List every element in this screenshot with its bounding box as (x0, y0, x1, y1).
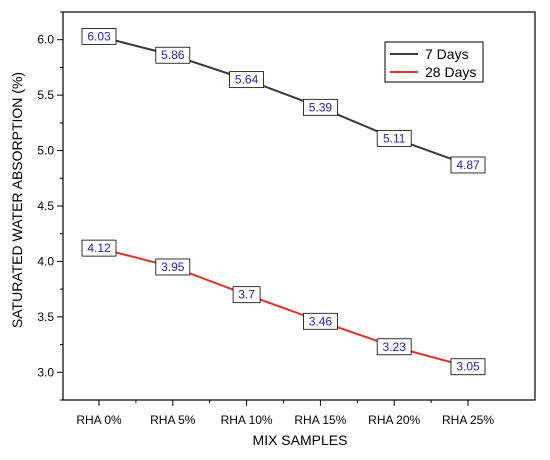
data-label-box (376, 338, 412, 356)
data-label-value: 5.39 (309, 100, 333, 114)
data-label: 3.05 (450, 358, 486, 376)
y-tick-label: 3.0 (37, 365, 54, 379)
data-label-box (232, 286, 261, 304)
data-label: 5.39 (302, 98, 338, 116)
data-label-value: 4.12 (87, 241, 111, 255)
legend: 7 Days 28 Days (384, 41, 484, 83)
data-label-value: 3.05 (456, 360, 480, 374)
y-tick-label: 5.0 (37, 144, 54, 158)
y-tick-label: 5.5 (37, 88, 54, 102)
y-tick-label: 4.0 (37, 254, 54, 268)
data-label: 4.87 (450, 156, 486, 174)
x-tick-label: RHA 25% (442, 413, 494, 427)
data-label-value: 3.95 (161, 260, 185, 274)
data-label-box (376, 129, 412, 147)
x-tick-label: RHA 15% (294, 413, 346, 427)
x-tick-label: RHA 20% (368, 413, 420, 427)
legend-box (384, 41, 484, 83)
data-label: 3.7 (232, 286, 261, 304)
data-label-box (450, 156, 486, 174)
data-label: 3.95 (155, 258, 191, 276)
data-label-box (229, 71, 265, 89)
data-label-value: 3.7 (238, 288, 255, 302)
data-label: 3.23 (376, 338, 412, 356)
y-axis-title: SATURATED WATER ABSORPTION (%) (9, 72, 25, 328)
data-label-value: 5.11 (383, 131, 406, 145)
data-label: 3.46 (302, 312, 338, 330)
data-label-box (155, 46, 191, 64)
x-tick-label: RHA 0% (76, 413, 122, 427)
y-tick-label: 4.5 (37, 199, 54, 213)
legend-label: 7 Days (425, 46, 469, 62)
data-label-box (81, 27, 117, 45)
data-label-value: 4.87 (456, 158, 480, 172)
data-label-box (302, 98, 338, 116)
data-label-value: 5.86 (161, 48, 185, 62)
data-label-value: 3.46 (309, 314, 333, 328)
data-label-box (81, 239, 117, 257)
data-label: 4.12 (81, 239, 117, 257)
axes: 3.0 3.5 4.0 4.5 5.0 5.5 6.0 RHA 0% RHA 5% RHA 10%… (37, 11, 536, 427)
data-label: 5.64 (229, 71, 265, 89)
data-label: 5.11 (376, 129, 412, 147)
x-tick-label: RHA 10% (221, 413, 273, 427)
legend-label: 28 Days (425, 64, 476, 80)
data-labels-layer: 6.03 5.86 5.64 5.39 5.11 4.87 4.12 3.95 3.7 3.46 3… (81, 27, 486, 376)
data-label-box (155, 258, 191, 276)
x-tick-label: RHA 5% (150, 413, 196, 427)
x-axis-title: MIX SAMPLES (253, 432, 348, 448)
y-tick-label: 3.5 (37, 310, 54, 324)
data-label-value: 3.23 (383, 340, 407, 354)
data-label-box (302, 312, 338, 330)
data-label-value: 5.64 (235, 73, 259, 87)
data-label-value: 6.03 (87, 29, 111, 43)
data-label-box (450, 358, 486, 376)
data-label: 5.86 (155, 46, 191, 64)
y-tick-label: 6.0 (37, 33, 54, 47)
data-label: 6.03 (81, 27, 117, 45)
